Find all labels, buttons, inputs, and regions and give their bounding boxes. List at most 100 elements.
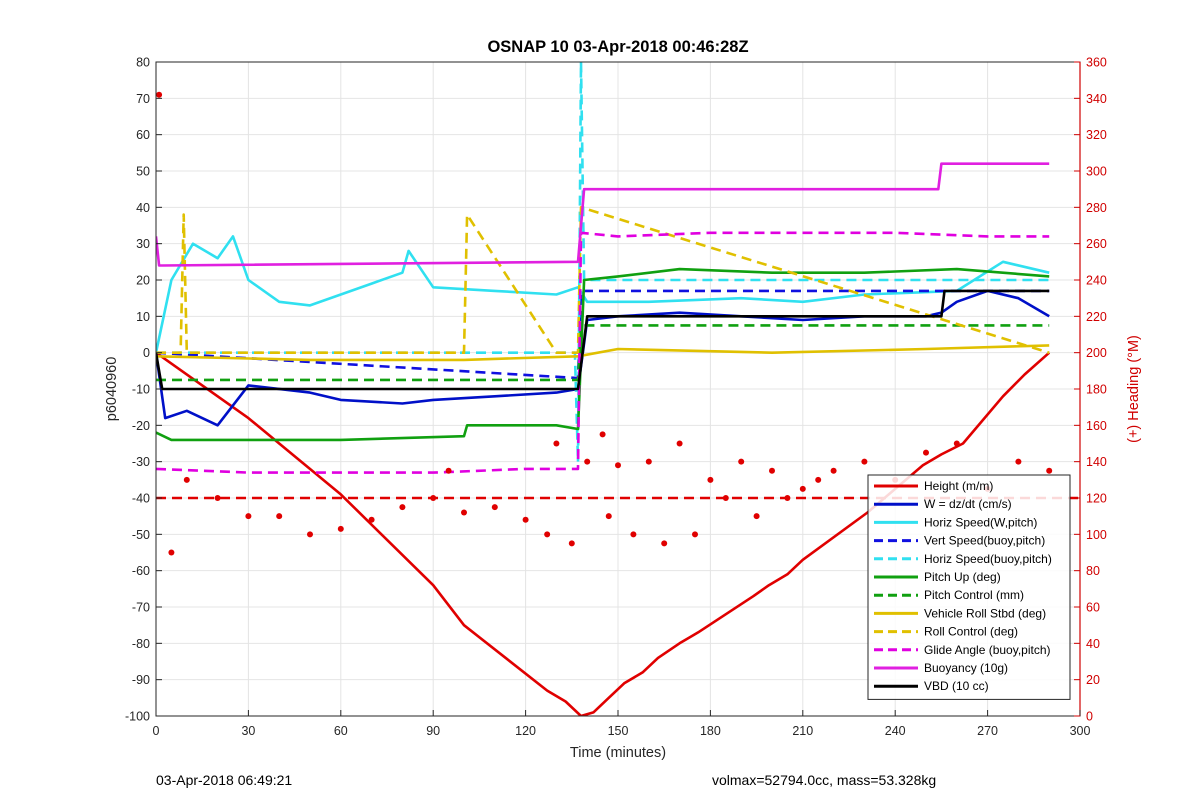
x-tick-label: 60 — [334, 724, 348, 738]
x-tick-label: 240 — [885, 724, 906, 738]
heading-point — [605, 513, 612, 520]
x-tick-label: 90 — [426, 724, 440, 738]
x-tick-label: 210 — [792, 724, 813, 738]
y-axis-label: p6040960 — [104, 357, 120, 422]
y-tick-label: 60 — [136, 128, 150, 142]
y-tick-label: 30 — [136, 237, 150, 251]
y2-axis-label: (+) Heading (°M) — [1126, 335, 1142, 443]
y-tick-label: 20 — [136, 274, 150, 288]
series-line-3 — [156, 235, 1050, 353]
y-tick-label: -90 — [132, 673, 150, 687]
x-tick-label: 120 — [515, 724, 536, 738]
series-line-1 — [156, 351, 1051, 716]
legend-entry: Pitch Control (mm) — [924, 588, 1024, 602]
y-tick-label: -10 — [132, 383, 150, 397]
heading-point — [861, 458, 868, 465]
y-tick-label: 10 — [136, 310, 150, 324]
heading-point — [815, 476, 822, 483]
y-tick-label: -60 — [132, 564, 150, 578]
y2-tick-label: 0 — [1086, 710, 1093, 724]
x-tick-label: 180 — [700, 724, 721, 738]
x-tick-label: 270 — [977, 724, 998, 738]
heading-point — [738, 458, 745, 465]
legend-entry: Roll Control (deg) — [924, 625, 1018, 639]
heading-point — [1046, 467, 1053, 474]
heading-point — [183, 476, 190, 483]
heading-point — [522, 516, 529, 523]
x-tick-label: 0 — [153, 724, 160, 738]
heading-point — [307, 531, 313, 538]
heading-point — [544, 531, 551, 538]
y-tick-label: 80 — [136, 56, 150, 70]
x-tick-label: 300 — [1070, 724, 1091, 738]
heading-point — [769, 467, 775, 474]
legend-entry: Vert Speed(buoy,pitch) — [924, 534, 1045, 548]
heading-point — [156, 91, 163, 98]
heading-point — [615, 462, 621, 469]
y-tick-label: -80 — [132, 637, 150, 651]
y2-tick-label: 80 — [1086, 564, 1100, 578]
series-line-8 — [156, 344, 1050, 362]
y-tick-label: 0 — [143, 346, 150, 360]
y2-tick-label: 300 — [1086, 165, 1107, 179]
y-tick-label: -50 — [132, 528, 150, 542]
y2-tick-label: 280 — [1086, 201, 1107, 215]
legend-entry: Buoyancy (10g) — [924, 661, 1008, 675]
y2-tick-label: 100 — [1086, 528, 1107, 542]
heading-point — [553, 440, 560, 447]
heading-point — [722, 495, 729, 501]
heading-point — [337, 525, 344, 532]
legend-entry: W = dz/dt (cm/s) — [924, 497, 1012, 511]
y2-tick-label: 160 — [1086, 419, 1107, 433]
heading-point — [430, 495, 437, 501]
y2-tick-label: 360 — [1086, 56, 1107, 70]
y-tick-label: 40 — [136, 201, 150, 215]
heading-point — [661, 540, 668, 547]
heading-point — [445, 467, 452, 474]
heading-point — [645, 458, 652, 465]
heading-point — [676, 440, 683, 447]
heading-point — [707, 476, 714, 483]
y-tick-label: 50 — [136, 165, 150, 179]
legend-entry: Pitch Up (deg) — [924, 570, 1001, 584]
heading-point — [953, 440, 960, 447]
x-tick-label: 30 — [241, 724, 255, 738]
heading-point — [692, 531, 698, 538]
legend-entry: Height (m/m) — [924, 479, 993, 493]
heading-point — [753, 513, 760, 520]
chart-title: OSNAP 10 03-Apr-2018 00:46:28Z — [487, 38, 748, 56]
series-line-9 — [156, 206, 1050, 355]
heading-point — [1015, 458, 1022, 465]
x-tick-label: 150 — [608, 724, 629, 738]
y2-tick-label: 240 — [1086, 274, 1107, 288]
y2-tick-label: 40 — [1086, 637, 1100, 651]
y2-tick-label: 200 — [1086, 346, 1107, 360]
y-tick-label: -40 — [132, 492, 150, 506]
heading-point — [923, 449, 929, 456]
heading-point — [168, 549, 175, 556]
y-tick-label: -20 — [132, 419, 150, 433]
heading-dots — [156, 91, 1053, 556]
y2-tick-label: 140 — [1086, 455, 1107, 469]
y2-tick-label: 180 — [1086, 383, 1107, 397]
heading-point — [799, 485, 806, 492]
y2-tick-label: 320 — [1086, 128, 1107, 142]
heading-point — [461, 509, 467, 516]
heading-point — [491, 504, 498, 511]
chart: 0 30 60 90 120 150 180 210 240 270 300807060504030… — [104, 38, 1142, 761]
legend-entry: Horiz Speed(W,pitch) — [924, 515, 1037, 529]
y2-tick-label: 340 — [1086, 92, 1107, 106]
heading-point — [584, 458, 591, 465]
heading-point — [568, 540, 575, 547]
x-axis-label: Time (minutes) — [570, 745, 666, 761]
heading-point — [245, 513, 252, 520]
heading-point — [830, 467, 837, 474]
y-tick-label: -30 — [132, 455, 150, 469]
legend-entry: Glide Angle (buoy,pitch) — [924, 643, 1051, 657]
footer-timestamp: 03-Apr-2018 06:49:21 — [156, 772, 293, 788]
heading-point — [214, 495, 221, 501]
y-tick-label: -70 — [132, 601, 150, 615]
y2-tick-label: 260 — [1086, 237, 1107, 251]
heading-point — [399, 504, 406, 511]
y2-tick-label: 60 — [1086, 601, 1100, 615]
